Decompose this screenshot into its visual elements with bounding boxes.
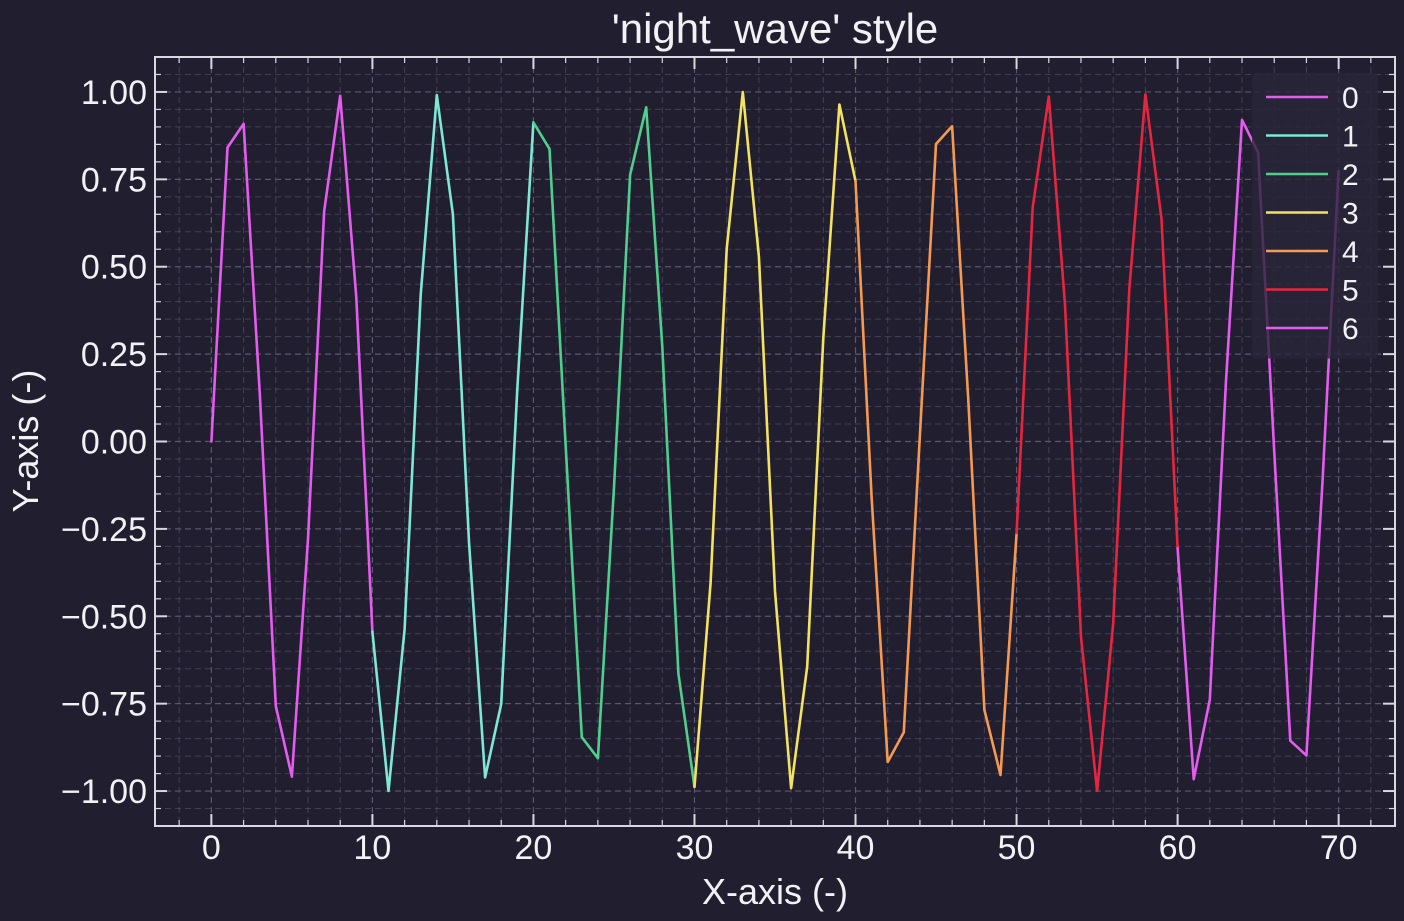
- series-line-5: [1015, 93, 1179, 793]
- legend-label-4: 4: [1342, 236, 1359, 269]
- x-tick-label: 10: [353, 829, 391, 867]
- y-tick-label: −1.00: [61, 773, 147, 811]
- x-tick-label: 0: [202, 829, 221, 867]
- legend-label-3: 3: [1342, 198, 1359, 231]
- x-tick-label: 30: [676, 829, 714, 867]
- y-tick-label: 0.00: [81, 424, 147, 462]
- legend-label-0: 0: [1342, 82, 1359, 115]
- plot-frame: [154, 56, 1396, 827]
- major-gridlines: [155, 57, 1395, 826]
- legend-label-2: 2: [1342, 159, 1359, 192]
- x-tick-label: 50: [998, 829, 1036, 867]
- x-tick-label: 40: [837, 829, 875, 867]
- x-tick-label: 20: [515, 829, 553, 867]
- y-tick-label: −0.50: [61, 598, 147, 636]
- y-tick-label: 0.75: [81, 161, 147, 199]
- y-tick-label: −0.25: [61, 511, 147, 549]
- series-line-1: [371, 93, 535, 793]
- y-tick-label: 0.50: [81, 249, 147, 287]
- y-tick-label: 1.00: [81, 74, 147, 112]
- y-tick-label: 0.25: [81, 336, 147, 374]
- legend: 0 1 2 3 4 5 6: [1252, 73, 1378, 359]
- tick-labels: 0 10 20 30 40 50 60 701.000.750.500.250.00−0.25…: [61, 74, 1358, 867]
- y-tick-label: −0.75: [61, 686, 147, 724]
- legend-box: [1252, 73, 1378, 359]
- x-tick-label: 70: [1320, 829, 1358, 867]
- series-line-4: [854, 124, 1018, 777]
- x-axis-label: X-axis (-): [702, 871, 848, 912]
- x-tick-label: 60: [1159, 829, 1197, 867]
- series-line-2: [532, 106, 696, 789]
- chart-title: 'night_wave' style: [612, 5, 939, 52]
- legend-label-6: 6: [1342, 313, 1359, 346]
- series-line-0: [210, 94, 374, 779]
- legend-label-5: 5: [1342, 275, 1359, 308]
- y-axis-label: Y-axis (-): [5, 370, 46, 513]
- legend-label-1: 1: [1342, 121, 1359, 154]
- series-line-3: [693, 90, 857, 790]
